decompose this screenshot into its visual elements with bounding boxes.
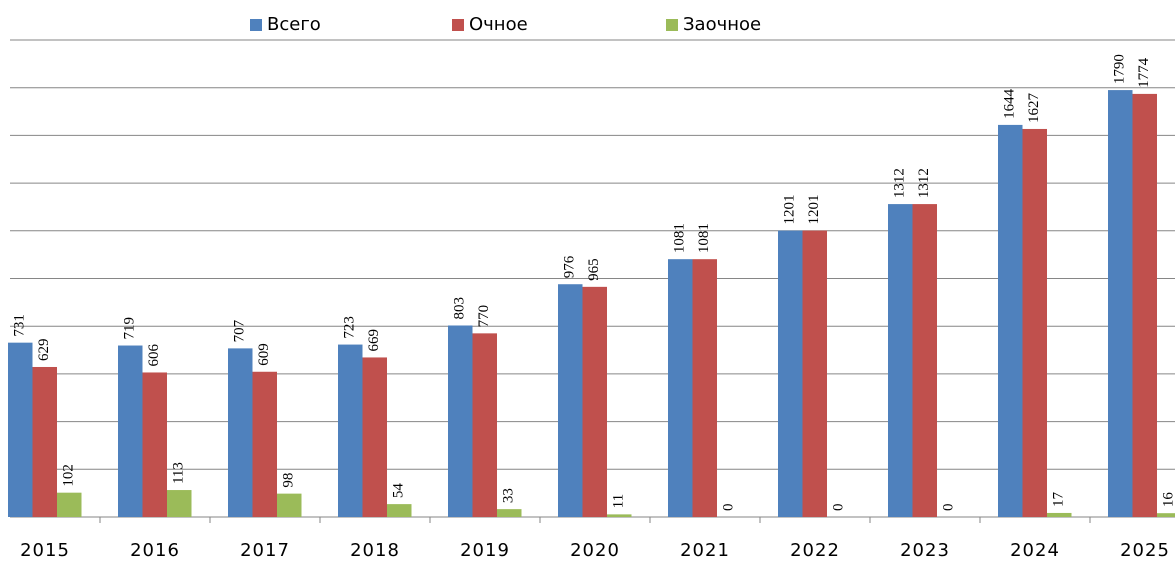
data-label: 102 <box>61 464 77 487</box>
x-tick-label: 2020 <box>570 540 620 561</box>
bar <box>1132 93 1157 517</box>
bar <box>692 259 717 517</box>
bar <box>142 372 167 517</box>
bar <box>1047 512 1072 517</box>
bar <box>607 514 632 517</box>
x-tick-label: 2022 <box>790 540 840 561</box>
data-label: 0 <box>941 504 957 512</box>
x-tick-label: 2021 <box>680 540 730 561</box>
bar <box>338 344 363 517</box>
data-label: 54 <box>391 483 407 499</box>
bar <box>497 509 522 517</box>
x-tick-label: 2017 <box>240 540 290 561</box>
data-label: 1627 <box>1026 92 1042 123</box>
bar <box>32 366 57 517</box>
data-label: 1774 <box>1136 57 1152 88</box>
bar <box>167 490 192 517</box>
data-label: 803 <box>452 297 468 320</box>
data-label: 965 <box>586 258 602 281</box>
bar <box>1108 90 1133 518</box>
data-label: 719 <box>122 317 138 340</box>
legend-swatch <box>452 19 464 31</box>
bar <box>558 284 583 517</box>
bar <box>8 342 33 517</box>
data-label: 33 <box>501 488 517 503</box>
data-label: 113 <box>171 462 187 484</box>
data-label: 16 <box>1161 492 1175 508</box>
x-tick-label: 2019 <box>460 540 510 561</box>
data-label: 11 <box>611 494 627 508</box>
bar <box>1022 128 1047 517</box>
data-label: 98 <box>281 473 297 488</box>
data-label: 606 <box>146 343 162 366</box>
bar <box>387 504 412 517</box>
bar <box>252 371 277 517</box>
bar <box>448 325 473 517</box>
bar <box>778 230 803 517</box>
legend-label: Заочное <box>683 14 761 35</box>
data-label: 609 <box>256 343 272 366</box>
bar <box>277 493 302 517</box>
bar <box>668 259 693 517</box>
bar <box>57 492 82 517</box>
data-label: 629 <box>36 338 52 361</box>
data-label: 1081 <box>672 223 688 253</box>
data-label: 1312 <box>916 168 932 198</box>
bar <box>228 348 253 517</box>
legend-swatch <box>250 19 262 31</box>
legend-label: Всего <box>267 14 321 35</box>
data-label: 731 <box>12 314 28 337</box>
x-tick-label: 2016 <box>130 540 180 561</box>
x-tick-label: 2015 <box>20 540 70 561</box>
bar <box>998 124 1023 517</box>
legend-swatch <box>666 19 678 31</box>
bar <box>1157 513 1175 517</box>
bar <box>118 345 143 517</box>
bar <box>472 333 497 517</box>
data-label: 1644 <box>1002 88 1018 119</box>
x-tick-label: 2025 <box>1120 540 1170 561</box>
bar <box>582 286 607 517</box>
data-label: 1201 <box>806 195 822 225</box>
bar <box>912 204 937 517</box>
data-label: 1312 <box>892 168 908 198</box>
legend-label: Очное <box>469 14 528 35</box>
data-label: 0 <box>721 504 737 512</box>
data-label: 723 <box>342 316 358 339</box>
data-label: 976 <box>562 255 578 278</box>
x-tick-label: 2023 <box>900 540 950 561</box>
data-label: 1201 <box>782 195 798 225</box>
bar <box>362 357 387 517</box>
data-label: 17 <box>1051 491 1067 507</box>
x-tick-label: 2024 <box>1010 540 1060 561</box>
data-label: 1790 <box>1112 54 1128 84</box>
bar <box>888 204 913 517</box>
bar <box>802 230 827 517</box>
data-label: 707 <box>232 319 248 342</box>
data-label: 770 <box>476 305 492 328</box>
data-label: 1081 <box>696 223 712 253</box>
data-label: 669 <box>366 329 382 352</box>
x-tick-label: 2018 <box>350 540 400 561</box>
data-label: 0 <box>831 504 847 512</box>
